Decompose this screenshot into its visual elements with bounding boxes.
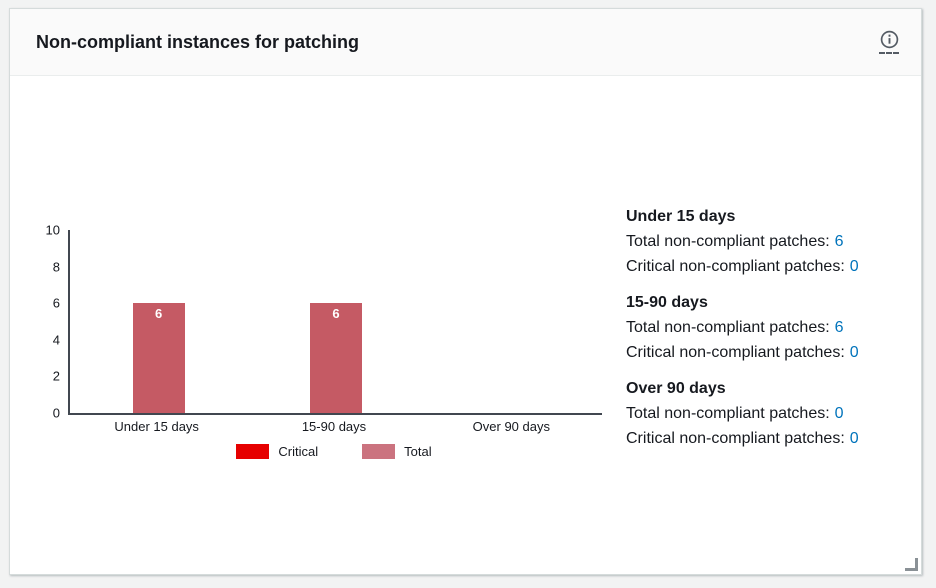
legend-label: Critical: [278, 444, 319, 459]
summary-line: Critical non-compliant patches: 0: [626, 426, 921, 451]
x-category-label: Over 90 days: [472, 419, 550, 434]
bar-total-15-90-days[interactable]: 6: [309, 303, 362, 413]
summary-block-15-90-days: 15-90 days Total non-compliant patches: 6 C…: [626, 290, 921, 365]
bar-value-label: 6: [332, 306, 340, 322]
y-tick-label: 6: [52, 295, 60, 311]
summary-panel: Under 15 days Total non-compliant patches…: [626, 204, 921, 462]
patch-count-link[interactable]: 6: [834, 319, 844, 336]
bar-group-under-15-days: 6: [70, 230, 247, 413]
summary-line-label: Critical non-compliant patches:: [626, 430, 845, 447]
y-tick-label: 8: [52, 259, 60, 275]
widget-card: Non-compliant instances for patching 0 2 4…: [9, 8, 922, 575]
widget-header: Non-compliant instances for patching: [10, 9, 921, 76]
info-dashed-underline: [879, 51, 899, 54]
x-category-label: 15-90 days: [301, 419, 367, 434]
summary-line: Total non-compliant patches: 6: [626, 229, 921, 254]
patch-count-link[interactable]: 0: [849, 344, 859, 361]
widget-title: Non-compliant instances for patching: [36, 31, 360, 52]
summary-heading: Over 90 days: [626, 380, 726, 397]
y-tick-label: 10: [45, 222, 60, 238]
bar-group-over-90-days: [425, 230, 602, 413]
summary-block-under-15-days: Under 15 days Total non-compliant patches…: [626, 204, 921, 279]
summary-line: Critical non-compliant patches: 0: [626, 254, 921, 279]
x-category-label: Under 15 days: [114, 419, 199, 434]
patch-count-link[interactable]: 6: [834, 233, 844, 250]
summary-block-over-90-days: Over 90 days Total non-compliant patches:…: [626, 376, 921, 451]
patch-count-link[interactable]: 0: [849, 430, 859, 447]
summary-line-label: Critical non-compliant patches:: [626, 258, 845, 275]
summary-line-label: Critical non-compliant patches:: [626, 344, 845, 361]
chart-x-axis-labels: Under 15 days 15-90 days Over 90 days: [68, 419, 600, 434]
bar-group-15-90-days: 6: [247, 230, 424, 413]
legend-swatch-total: [362, 444, 396, 459]
info-icon[interactable]: [879, 30, 899, 55]
bar-value-label: 6: [155, 306, 163, 322]
chart-legend: Critical Total: [68, 444, 600, 459]
y-tick-label: 4: [52, 332, 60, 348]
summary-line-label: Total non-compliant patches:: [626, 233, 830, 250]
bar-total-under-15-days[interactable]: 6: [132, 303, 185, 413]
resize-corner-icon[interactable]: [905, 558, 918, 571]
info-circle-icon: [880, 30, 898, 48]
y-tick-label: 0: [52, 405, 60, 421]
legend-item-critical: Critical: [236, 444, 318, 459]
legend-label: Total: [404, 444, 432, 459]
patch-count-link[interactable]: 0: [834, 405, 844, 422]
summary-line: Total non-compliant patches: 6: [626, 315, 921, 340]
chart-y-axis: 0 2 4 6 8 10: [10, 223, 68, 421]
patch-count-link[interactable]: 0: [849, 258, 859, 275]
summary-line: Critical non-compliant patches: 0: [626, 340, 921, 365]
summary-line-label: Total non-compliant patches:: [626, 319, 830, 336]
summary-heading: Under 15 days: [626, 208, 736, 225]
summary-line: Total non-compliant patches: 0: [626, 401, 921, 426]
legend-item-total: Total: [362, 444, 432, 459]
summary-heading: 15-90 days: [626, 294, 708, 311]
y-tick-label: 2: [52, 368, 60, 384]
legend-swatch-critical: [236, 444, 270, 459]
summary-line-label: Total non-compliant patches:: [626, 405, 830, 422]
